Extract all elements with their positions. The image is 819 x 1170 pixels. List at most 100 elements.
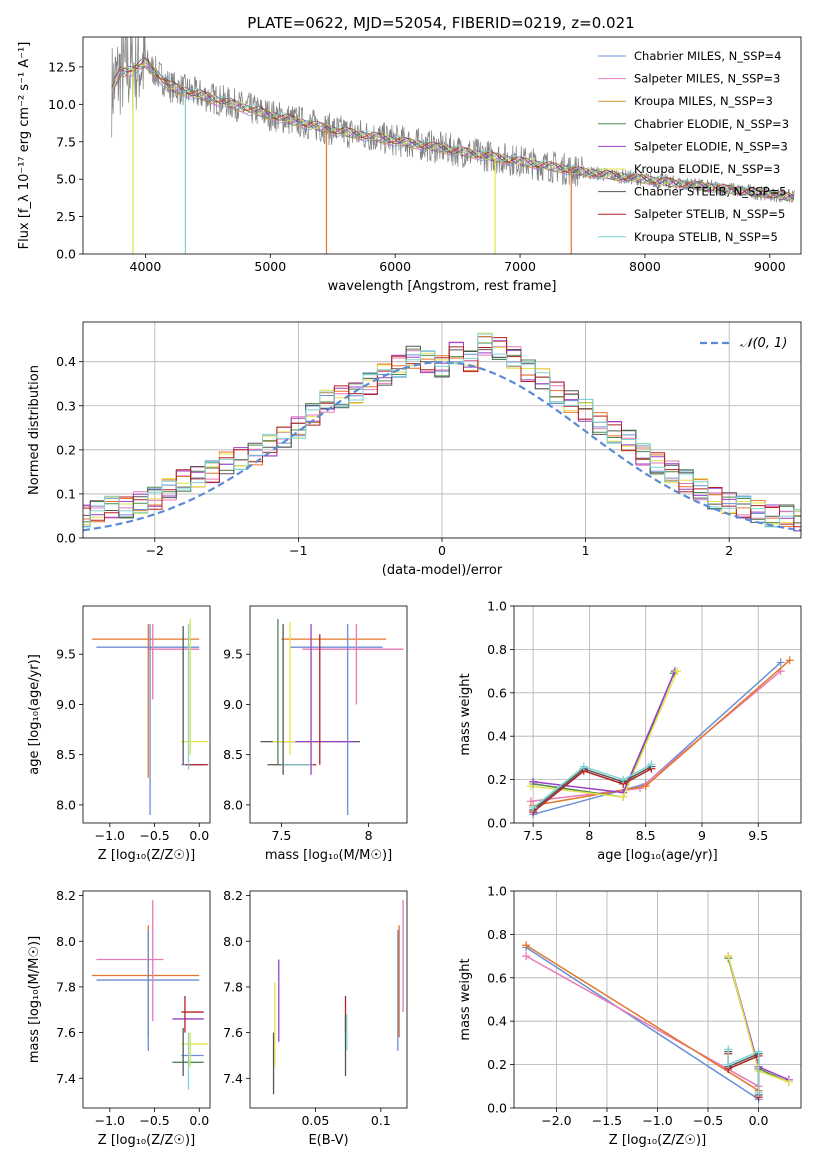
model-line-5 bbox=[111, 62, 794, 200]
y-tick-label: 9.0 bbox=[56, 697, 76, 712]
x-tick-label: 9000 bbox=[754, 259, 786, 274]
y-tick-label: 9.5 bbox=[223, 647, 243, 662]
x-tick-label: −0.5 bbox=[139, 828, 169, 843]
weight-marker bbox=[673, 667, 682, 676]
plot-area bbox=[91, 900, 209, 1090]
x-tick-label: −1.5 bbox=[592, 1113, 622, 1128]
histogram-step-1 bbox=[83, 341, 801, 532]
axes-frame bbox=[513, 605, 802, 824]
x-tick-label: 9.5 bbox=[748, 828, 768, 843]
plot-area bbox=[514, 891, 801, 1108]
y-tick-label: 7.8 bbox=[56, 979, 76, 994]
y-tick-label: 8.2 bbox=[56, 888, 76, 903]
x-tick-label: 0.0 bbox=[189, 828, 209, 843]
weight-marker bbox=[529, 777, 538, 786]
plot-area bbox=[260, 619, 404, 815]
histogram-step-6 bbox=[83, 345, 801, 524]
y-tick-label: 0.6 bbox=[487, 970, 507, 985]
y-tick-label: 0.4 bbox=[56, 354, 76, 369]
weight-marker bbox=[724, 1045, 733, 1054]
y-axis-label: mass [log₁₀(M/M☉)] bbox=[27, 936, 42, 1063]
y-tick-label: 8.0 bbox=[56, 797, 76, 812]
legend-label-2: Kroupa MILES, N_SSP=3 bbox=[634, 94, 773, 108]
x-tick-label: −1.0 bbox=[95, 828, 125, 843]
y-tick-label: 9.5 bbox=[56, 647, 76, 662]
y-tick-label: 7.6 bbox=[223, 1025, 243, 1040]
x-tick-label: 9 bbox=[698, 828, 706, 843]
legend-label-7: Salpeter STELIB, N_SSP=5 bbox=[634, 207, 785, 221]
histogram-step-0 bbox=[83, 336, 801, 527]
axes-frame bbox=[249, 605, 408, 824]
chart-spectrum: 4000 5000 6000 7000 8000 9000 0.0 2.5 5.0 7.5 10.0… bbox=[17, 14, 802, 294]
weight-marker bbox=[526, 782, 535, 791]
x-tick-label: −1 bbox=[289, 543, 307, 558]
y-axis-label: Normed distribution bbox=[27, 365, 42, 495]
legend-label-3: Chabrier ELODIE, N_SSP=3 bbox=[634, 117, 789, 131]
x-tick-label: 0.0 bbox=[749, 1113, 769, 1128]
weight-marker bbox=[522, 952, 531, 961]
y-tick-label: 0.2 bbox=[487, 1057, 507, 1072]
y-tick-label: 7.6 bbox=[56, 1025, 76, 1040]
plot-area bbox=[514, 606, 801, 823]
legend-label-4: Salpeter ELODIE, N_SSP=3 bbox=[634, 139, 788, 153]
weight-line-8 bbox=[532, 763, 652, 809]
axes-frame bbox=[82, 36, 802, 255]
x-tick-label: 0.1 bbox=[371, 1113, 391, 1128]
x-tick-label: −2 bbox=[146, 543, 164, 558]
x-tick-label: 6000 bbox=[379, 259, 411, 274]
chart-mass-vs-age: 7.5 8 8.0 8.5 9.0 9.5 mass [log₁₀(M/M☉)] bbox=[223, 605, 408, 863]
model-line-8 bbox=[111, 58, 794, 201]
x-tick-label: 8000 bbox=[629, 259, 661, 274]
y-tick-label: 2.5 bbox=[56, 209, 76, 224]
y-tick-label: 0.0 bbox=[487, 816, 507, 831]
x-tick-label: 0.0 bbox=[189, 1113, 209, 1128]
legend-label-8: Kroupa STELIB, N_SSP=5 bbox=[634, 230, 778, 244]
weight-marker bbox=[754, 1047, 763, 1056]
y-tick-label: 8.2 bbox=[223, 888, 243, 903]
y-tick-label: 8.5 bbox=[223, 747, 243, 762]
weight-marker bbox=[619, 792, 628, 801]
y-tick-label: 7.8 bbox=[223, 979, 243, 994]
chart-title: PLATE=0622, MJD=52054, FIBERID=0219, z=0… bbox=[247, 14, 634, 32]
x-tick-label: 8 bbox=[585, 828, 593, 843]
y-tick-label: 7.4 bbox=[56, 1071, 76, 1086]
plot-area bbox=[91, 619, 209, 815]
weight-marker bbox=[522, 941, 531, 950]
plot-area bbox=[272, 900, 404, 1095]
x-tick-label: 4000 bbox=[130, 259, 162, 274]
axes-frame bbox=[82, 605, 211, 824]
weight-marker bbox=[785, 656, 794, 665]
weight-line-4 bbox=[533, 670, 676, 794]
chart-age-vs-weight: 7.5 8 8.5 9 9.5 0.0 0.2 0.4 0.6 0.8 1.0 age [log₁₀(… bbox=[458, 599, 802, 863]
legend-label-5: Kroupa ELODIE, N_SSP=3 bbox=[634, 162, 780, 176]
x-tick-label: 2 bbox=[725, 543, 733, 558]
x-tick-label: 8.5 bbox=[636, 828, 656, 843]
y-tick-label: 1.0 bbox=[487, 599, 507, 614]
y-tick-label: 12.5 bbox=[48, 59, 76, 74]
weight-marker bbox=[641, 782, 650, 791]
weight-marker bbox=[647, 760, 656, 769]
y-tick-label: 0.3 bbox=[56, 398, 76, 413]
x-axis-label: Z [log₁₀(Z/Z☉)] bbox=[98, 848, 195, 863]
weight-line-8 bbox=[727, 1049, 760, 1093]
weight-marker bbox=[776, 658, 785, 667]
weight-marker bbox=[784, 1077, 793, 1086]
chart-z-vs-weight: −2.0 −1.5 −1.0 −0.5 0.0 0.0 0.2 0.4 0.6 0.8 1.0 Z [… bbox=[458, 884, 802, 1148]
y-axis-label: mass weight bbox=[458, 673, 473, 755]
weight-line-1 bbox=[525, 955, 759, 1087]
model-line-7 bbox=[111, 57, 794, 200]
y-tick-label: 0.8 bbox=[487, 642, 507, 657]
y-tick-label: 8.5 bbox=[56, 747, 76, 762]
weight-marker bbox=[754, 1088, 763, 1097]
y-tick-label: 0.1 bbox=[56, 486, 76, 501]
x-axis-label: Z [log₁₀(Z/Z☉)] bbox=[609, 1133, 706, 1148]
x-axis-label: E(B-V) bbox=[308, 1133, 348, 1148]
legend-normal-label: 𝒩(0, 1) bbox=[740, 336, 787, 351]
y-tick-label: 0.4 bbox=[487, 729, 507, 744]
x-tick-label: 1 bbox=[582, 543, 590, 558]
chart-z-vs-age: −1.0 −0.5 0.0 8.0 8.5 9.0 9.5 Z [log₁₀(Z/Z☉)] ag… bbox=[27, 605, 211, 863]
axes-frame bbox=[249, 890, 408, 1109]
y-tick-label: 8.0 bbox=[223, 797, 243, 812]
y-tick-label: 8.0 bbox=[56, 934, 76, 949]
